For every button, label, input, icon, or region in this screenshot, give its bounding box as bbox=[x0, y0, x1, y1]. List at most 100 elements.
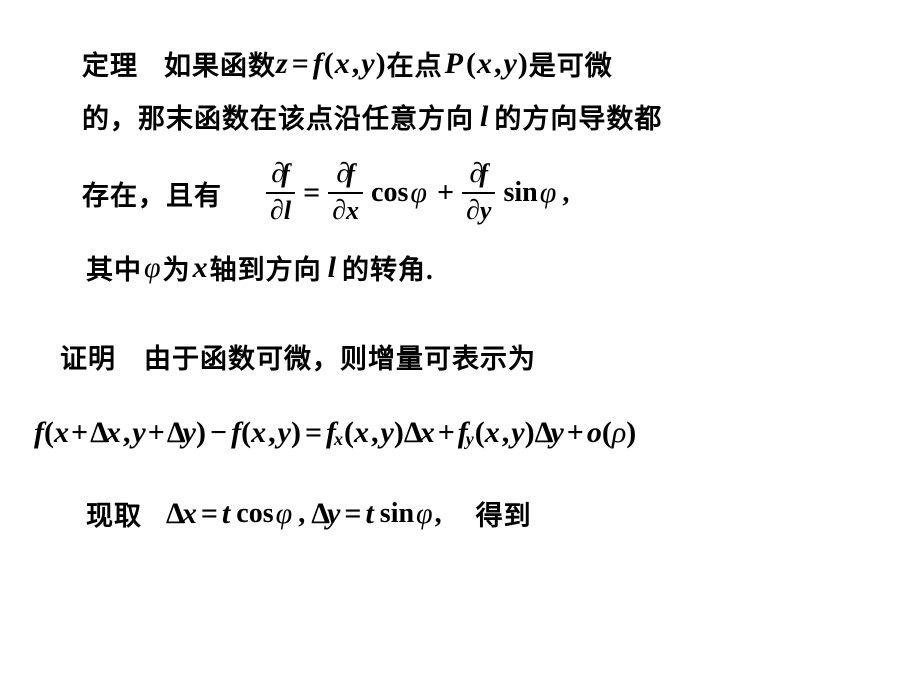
tk-cos: cos bbox=[236, 498, 273, 530]
eq-comma-3: , bbox=[371, 416, 379, 450]
theorem-line-1: 定理 如果函数 z = f ( x , y ) 在点 P ( x , y ) 是… bbox=[82, 44, 890, 83]
eq-lp-5: ( bbox=[602, 416, 612, 450]
text-is: 为 bbox=[163, 248, 191, 287]
text-where: 其中 bbox=[86, 248, 142, 287]
slide-page: 定理 如果函数 z = f ( x , y ) 在点 P ( x , y ) 是… bbox=[0, 0, 920, 690]
var-x-axis: x bbox=[193, 251, 208, 285]
eq-plus-4: + bbox=[567, 416, 584, 450]
frac-f-2: f bbox=[346, 159, 355, 188]
tk-comma-1: , bbox=[298, 498, 305, 530]
eq-lp-2: ( bbox=[241, 416, 251, 450]
frac-bar-3 bbox=[462, 192, 495, 194]
eq-comma-4: , bbox=[502, 416, 510, 450]
frac-y: y bbox=[480, 196, 492, 225]
comma-2: , bbox=[494, 47, 502, 81]
eq-plus-3: + bbox=[438, 416, 455, 450]
op-plus-1: + bbox=[437, 176, 454, 210]
eq-lp-3: ( bbox=[344, 416, 354, 450]
frac-df-dx: ∂f ∂x bbox=[328, 159, 363, 227]
eq-rp-4: ) bbox=[525, 416, 535, 450]
frac-l: l bbox=[284, 196, 291, 225]
proof-line: 证明 由于函数可微，则增量可表示为 bbox=[60, 337, 890, 376]
comma-1: , bbox=[352, 47, 360, 81]
theorem-line-3: 存在，且有 ∂f ∂l = ∂f ∂x cos φ + ∂f ∂y sin φ … bbox=[82, 156, 890, 230]
eq-fx-sub: x bbox=[334, 429, 343, 450]
op-eq-1: = bbox=[292, 47, 309, 81]
var-x-1: x bbox=[335, 47, 350, 81]
eq-y-2: y bbox=[278, 416, 291, 450]
eq-lp-1: ( bbox=[44, 416, 54, 450]
fn-cos-1: cos bbox=[371, 177, 408, 209]
eq-dx-x2: x bbox=[420, 416, 435, 450]
fn-f-1: f bbox=[313, 47, 323, 81]
tk-x: x bbox=[182, 497, 197, 531]
eq-y-4: y bbox=[511, 416, 524, 450]
rparen-1: ) bbox=[376, 47, 386, 81]
eq-y-1: y bbox=[132, 416, 145, 450]
frac-x: x bbox=[346, 196, 359, 225]
eq-comma-2: , bbox=[268, 416, 276, 450]
eq-x-4: x bbox=[485, 416, 500, 450]
frac-f-3: f bbox=[479, 159, 488, 188]
eq-rp-5: ) bbox=[626, 416, 636, 450]
text-then-along: 的，那末函数在该点沿任意方向 bbox=[82, 97, 474, 136]
eq-y-3: y bbox=[381, 416, 394, 450]
phi-3: φ bbox=[144, 251, 161, 285]
frac-df-dl: ∂f ∂l bbox=[266, 159, 295, 227]
phi-1: φ bbox=[410, 176, 427, 210]
eq-o: o bbox=[587, 416, 602, 450]
var-x-2: x bbox=[477, 47, 492, 81]
theorem-line-2: 的，那末函数在该点沿任意方向 l 的方向导数都 bbox=[82, 97, 890, 136]
eq-minus: − bbox=[210, 416, 227, 450]
fn-sin-1: sin bbox=[503, 177, 537, 209]
tk-phi-1: φ bbox=[276, 497, 293, 531]
proof-label: 证明 bbox=[60, 337, 116, 376]
tk-comma-2: , bbox=[435, 498, 442, 530]
text-axis-to: 轴到方向 bbox=[210, 248, 322, 287]
eq-rp-3: ) bbox=[394, 416, 404, 450]
theorem-label: 定理 bbox=[82, 44, 138, 83]
frac-df-dy: ∂f ∂y bbox=[462, 159, 495, 227]
take-line: 现取 Δ x = t cos φ , Δ y = t sin φ , 得到 bbox=[86, 494, 890, 533]
tk-t-2: t bbox=[365, 497, 373, 531]
lparen-1: ( bbox=[324, 47, 334, 81]
tk-t-1: t bbox=[222, 497, 230, 531]
eq-plus-2: + bbox=[148, 416, 165, 450]
text-if-function: 如果函数 bbox=[164, 44, 276, 83]
tk-eq-2: = bbox=[344, 497, 361, 531]
text-angle: 的转角. bbox=[342, 248, 434, 287]
eq-eq: = bbox=[305, 416, 322, 450]
formula-comma: , bbox=[562, 177, 569, 209]
frac-bar-2 bbox=[328, 192, 363, 194]
eq-dy-y: y bbox=[183, 416, 196, 450]
text-directional-derivative: 的方向导数都 bbox=[494, 97, 662, 136]
eq-rp-1: ) bbox=[196, 416, 206, 450]
partial-2: ∂ bbox=[270, 195, 284, 226]
theorem-line-4: 其中 φ 为 x 轴到方向 l 的转角. bbox=[86, 248, 890, 287]
var-y-2: y bbox=[503, 47, 516, 81]
eq-lp-4: ( bbox=[475, 416, 485, 450]
var-z: z bbox=[276, 47, 288, 81]
eq-dx-x: x bbox=[106, 416, 121, 450]
eq-x-1: x bbox=[54, 416, 69, 450]
text-differentiable: 是可微 bbox=[529, 44, 613, 83]
frac-bar-1 bbox=[266, 192, 295, 194]
text-at-point: 在点 bbox=[387, 44, 443, 83]
rparen-2: ) bbox=[518, 47, 528, 81]
eq-rp-2: ) bbox=[291, 416, 301, 450]
eq-plus-1: + bbox=[71, 416, 88, 450]
eq-x-3: x bbox=[354, 416, 369, 450]
var-l-2: l bbox=[328, 251, 336, 285]
var-P: P bbox=[445, 47, 463, 81]
phi-2: φ bbox=[540, 176, 557, 210]
got-label: 得到 bbox=[476, 494, 532, 533]
eq-f-2: f bbox=[231, 416, 241, 450]
take-label: 现取 bbox=[86, 494, 142, 533]
var-y-1: y bbox=[361, 47, 374, 81]
eq-x-2: x bbox=[251, 416, 266, 450]
tk-sin: sin bbox=[380, 498, 414, 530]
proof-body-text: 由于函数可微，则增量可表示为 bbox=[144, 337, 536, 376]
eq-dy-y2: y bbox=[550, 416, 563, 450]
partial-4: ∂ bbox=[332, 195, 346, 226]
lparen-2: ( bbox=[466, 47, 476, 81]
